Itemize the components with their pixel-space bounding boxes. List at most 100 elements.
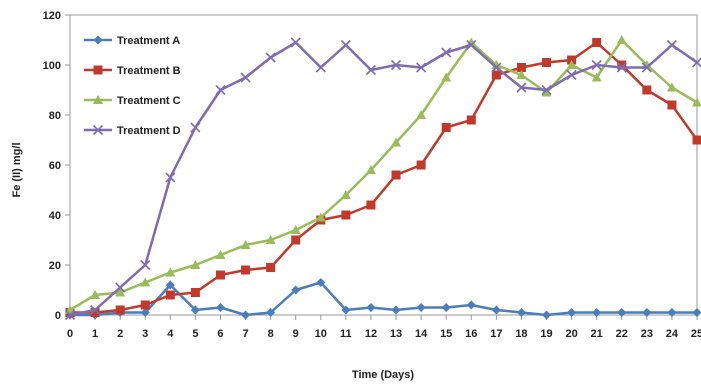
data-point-treatment-d: [115, 282, 126, 293]
data-point-treatment-a: [466, 300, 476, 310]
data-point-treatment-c: [190, 260, 201, 269]
y-tick-label: 100: [43, 60, 61, 72]
data-point-treatment-d: [441, 47, 452, 58]
data-point-treatment-b: [441, 123, 451, 132]
data-point-treatment-a: [592, 308, 602, 317]
data-point-treatment-b: [90, 308, 100, 317]
y-tick-label: 80: [49, 110, 61, 122]
legend-label: Treatment B: [117, 65, 181, 77]
data-point-treatment-a: [391, 305, 401, 315]
data-point-treatment-c: [140, 277, 151, 287]
data-point-treatment-c: [365, 165, 376, 174]
y-tick-label: 40: [49, 210, 61, 222]
data-point-treatment-c: [115, 287, 126, 297]
data-point-treatment-a: [542, 310, 552, 320]
legend-marker: [93, 65, 103, 75]
data-point-treatment-b: [241, 265, 251, 275]
legend: Treatment A Treatment B Treatment C Treatme…: [84, 35, 181, 137]
data-point-treatment-c: [265, 235, 276, 244]
data-point-treatment-a: [617, 308, 627, 317]
data-point-treatment-a: [291, 285, 301, 295]
data-point-treatment-c: [566, 60, 577, 69]
data-point-treatment-a: [642, 308, 652, 317]
data-point-treatment-d: [541, 84, 552, 96]
x-tick-label: 22: [616, 328, 628, 340]
x-tick-label: 23: [641, 328, 653, 340]
data-point-treatment-c: [391, 137, 402, 147]
data-point-treatment-c: [591, 72, 602, 82]
x-tick-label: 21: [591, 328, 603, 340]
series-treatment-d: [64, 37, 701, 321]
data-point-treatment-b: [341, 210, 351, 220]
legend-marker: [93, 95, 103, 104]
x-tick-label: 10: [315, 328, 327, 340]
data-point-treatment-c: [340, 190, 351, 199]
x-tick-label: 12: [365, 328, 377, 340]
data-point-treatment-a: [567, 308, 577, 317]
data-point-treatment-d: [265, 52, 276, 63]
legend-item-treatment-a: Treatment A: [84, 35, 180, 47]
series-treatment-b: [65, 38, 701, 317]
data-point-treatment-b: [391, 170, 401, 180]
data-point-treatment-c: [616, 35, 627, 44]
data-point-treatment-b: [667, 100, 677, 110]
data-point-treatment-d: [566, 69, 577, 81]
data-point-treatment-d: [641, 62, 652, 73]
data-point-treatment-b: [466, 115, 476, 125]
x-tick-label: 16: [465, 328, 477, 340]
data-point-treatment-b: [140, 300, 150, 310]
data-point-treatment-d: [491, 62, 502, 73]
data-point-treatment-a: [491, 305, 501, 315]
data-point-treatment-d: [215, 84, 226, 96]
data-point-treatment-a: [516, 308, 526, 317]
x-tick-label: 1: [92, 328, 98, 340]
data-point-treatment-d: [340, 39, 351, 51]
data-point-treatment-a: [441, 303, 451, 312]
x-tick-label: 4: [167, 328, 174, 340]
data-point-treatment-d: [691, 57, 701, 68]
legend-marker: [93, 35, 103, 45]
data-point-treatment-c: [416, 110, 427, 119]
data-point-treatment-c: [290, 225, 301, 234]
data-point-treatment-d: [516, 82, 527, 93]
data-point-treatment-b: [366, 200, 376, 210]
data-point-treatment-c: [466, 37, 477, 47]
data-point-treatment-d: [365, 64, 377, 76]
x-tick-label: 11: [340, 328, 352, 340]
data-point-treatment-b: [115, 305, 125, 315]
data-point-treatment-c: [240, 240, 251, 249]
data-point-treatment-a: [190, 305, 200, 315]
data-point-treatment-c: [315, 212, 326, 222]
data-point-treatment-d: [290, 37, 301, 48]
data-point-treatment-d: [416, 62, 427, 73]
data-point-treatment-d: [390, 59, 402, 71]
y-tick-label: 0: [55, 310, 61, 322]
data-point-treatment-c: [90, 290, 101, 299]
legend-label: Treatment D: [117, 125, 181, 137]
data-point-treatment-a: [692, 308, 701, 317]
data-point-treatment-c: [215, 250, 226, 259]
data-point-treatment-b: [592, 38, 602, 47]
x-tick-label: 2: [117, 328, 123, 340]
data-point-treatment-d: [90, 304, 101, 316]
data-point-treatment-a: [215, 303, 225, 312]
x-tick-label: 14: [415, 328, 428, 340]
data-point-treatment-b: [617, 60, 627, 70]
data-point-treatment-d: [64, 309, 76, 321]
data-point-treatment-d: [140, 259, 151, 271]
data-point-treatment-c: [692, 97, 701, 107]
legend-marker: [92, 124, 104, 136]
data-point-treatment-d: [165, 172, 176, 183]
x-tick-label: 15: [440, 328, 452, 340]
series-treatment-c: [65, 35, 701, 314]
data-point-treatment-d: [240, 72, 251, 83]
x-axis-title: Time (Days): [352, 369, 414, 381]
data-point-treatment-b: [491, 70, 501, 80]
y-axis-title: Fe (II) mg/l: [11, 143, 23, 198]
x-tick-label: 9: [293, 328, 299, 340]
data-point-treatment-a: [165, 280, 175, 290]
data-point-treatment-b: [542, 58, 552, 67]
data-point-treatment-c: [441, 72, 452, 82]
x-tick-label: 20: [565, 328, 577, 340]
plot-area: [69, 14, 698, 316]
